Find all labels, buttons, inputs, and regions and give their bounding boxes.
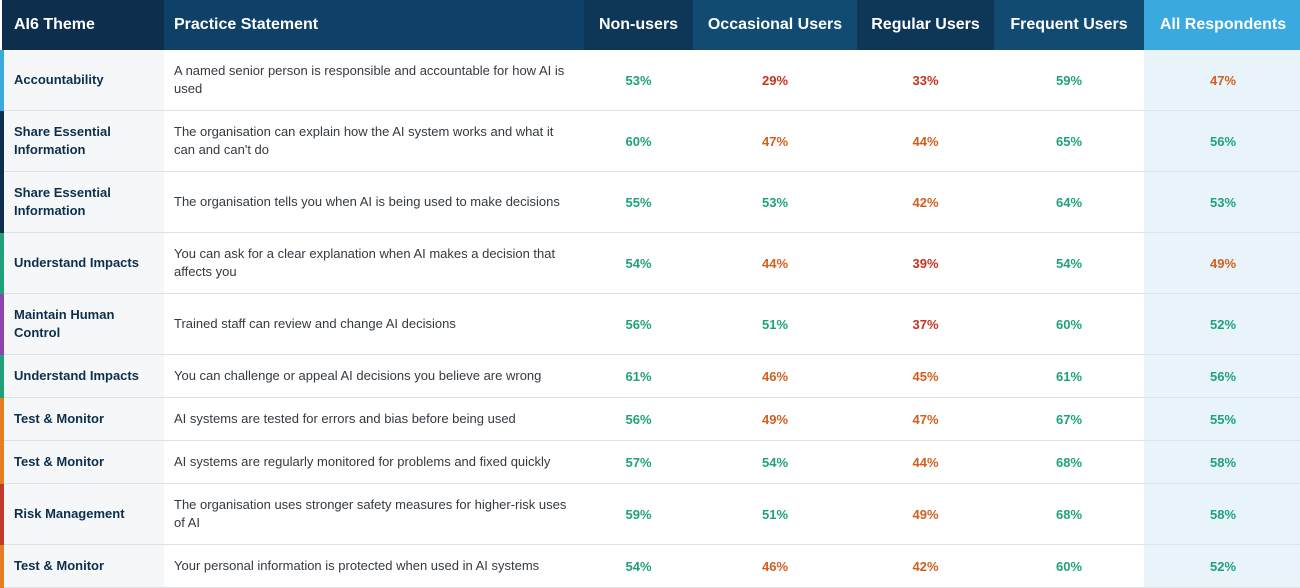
frequent-users-value: 67% <box>994 397 1144 441</box>
all-respondents-value: 52% <box>1144 293 1300 355</box>
frequent-users-value: 61% <box>994 354 1144 398</box>
theme-cell: Share Essential Information <box>0 171 164 233</box>
table-body: Accountability A named senior person is … <box>0 50 1300 588</box>
non-users-value: 54% <box>584 232 693 294</box>
occasional-users-value: 51% <box>693 293 857 355</box>
non-users-value: 55% <box>584 171 693 233</box>
regular-users-value: 42% <box>857 544 994 588</box>
non-users-value: 53% <box>584 50 693 111</box>
regular-users-value: 42% <box>857 171 994 233</box>
table-row: Maintain Human Control Trained staff can… <box>0 293 1300 355</box>
frequent-users-value: 68% <box>994 483 1144 545</box>
table-row: Share Essential Information The organisa… <box>0 171 1300 233</box>
statement-cell: Trained staff can review and change AI d… <box>164 293 584 355</box>
theme-cell: Accountability <box>0 50 164 111</box>
non-users-value: 56% <box>584 397 693 441</box>
theme-cell: Risk Management <box>0 483 164 545</box>
regular-users-value: 49% <box>857 483 994 545</box>
table-row: Test & Monitor Your personal information… <box>0 544 1300 588</box>
non-users-value: 57% <box>584 440 693 484</box>
all-respondents-value: 56% <box>1144 354 1300 398</box>
table-header: AI6 Theme Practice Statement Non-users O… <box>2 0 1300 50</box>
occasional-users-value: 49% <box>693 397 857 441</box>
header-occasional-users: Occasional Users <box>693 0 857 50</box>
regular-users-value: 47% <box>857 397 994 441</box>
non-users-value: 61% <box>584 354 693 398</box>
all-respondents-value: 56% <box>1144 110 1300 172</box>
occasional-users-value: 46% <box>693 544 857 588</box>
regular-users-value: 37% <box>857 293 994 355</box>
statement-cell: You can challenge or appeal AI decisions… <box>164 354 584 398</box>
table-row: Test & Monitor AI systems are tested for… <box>0 397 1300 441</box>
statement-cell: You can ask for a clear explanation when… <box>164 232 584 294</box>
header-row: AI6 Theme Practice Statement Non-users O… <box>2 0 1300 50</box>
theme-cell: Understand Impacts <box>0 232 164 294</box>
statement-cell: The organisation uses stronger safety me… <box>164 483 584 545</box>
header-statement: Practice Statement <box>164 0 584 50</box>
table-row: Share Essential Information The organisa… <box>0 110 1300 172</box>
frequent-users-value: 68% <box>994 440 1144 484</box>
statement-cell: The organisation can explain how the AI … <box>164 110 584 172</box>
regular-users-value: 44% <box>857 440 994 484</box>
header-all-respondents: All Respondents <box>1144 0 1300 50</box>
regular-users-value: 45% <box>857 354 994 398</box>
theme-cell: Test & Monitor <box>0 397 164 441</box>
frequent-users-value: 64% <box>994 171 1144 233</box>
occasional-users-value: 54% <box>693 440 857 484</box>
occasional-users-value: 46% <box>693 354 857 398</box>
non-users-value: 54% <box>584 544 693 588</box>
header-non-users: Non-users <box>584 0 693 50</box>
table-row: Accountability A named senior person is … <box>0 50 1300 111</box>
frequent-users-value: 65% <box>994 110 1144 172</box>
regular-users-value: 39% <box>857 232 994 294</box>
non-users-value: 56% <box>584 293 693 355</box>
occasional-users-value: 47% <box>693 110 857 172</box>
occasional-users-value: 29% <box>693 50 857 111</box>
regular-users-value: 33% <box>857 50 994 111</box>
all-respondents-value: 55% <box>1144 397 1300 441</box>
all-respondents-value: 49% <box>1144 232 1300 294</box>
header-frequent-users: Frequent Users <box>994 0 1144 50</box>
theme-cell: Maintain Human Control <box>0 293 164 355</box>
occasional-users-value: 53% <box>693 171 857 233</box>
all-respondents-value: 53% <box>1144 171 1300 233</box>
frequent-users-value: 60% <box>994 544 1144 588</box>
theme-cell: Share Essential Information <box>0 110 164 172</box>
statement-cell: AI systems are regularly monitored for p… <box>164 440 584 484</box>
regular-users-value: 44% <box>857 110 994 172</box>
statement-cell: A named senior person is responsible and… <box>164 50 584 111</box>
table-row: Test & Monitor AI systems are regularly … <box>0 440 1300 484</box>
all-respondents-value: 58% <box>1144 483 1300 545</box>
table-row: Risk Management The organisation uses st… <box>0 483 1300 545</box>
header-theme: AI6 Theme <box>2 0 164 50</box>
theme-cell: Test & Monitor <box>0 544 164 588</box>
statement-cell: The organisation tells you when AI is be… <box>164 171 584 233</box>
non-users-value: 60% <box>584 110 693 172</box>
occasional-users-value: 51% <box>693 483 857 545</box>
statement-cell: Your personal information is protected w… <box>164 544 584 588</box>
all-respondents-value: 52% <box>1144 544 1300 588</box>
frequent-users-value: 54% <box>994 232 1144 294</box>
theme-cell: Understand Impacts <box>0 354 164 398</box>
occasional-users-value: 44% <box>693 232 857 294</box>
header-regular-users: Regular Users <box>857 0 994 50</box>
table-row: Understand Impacts You can ask for a cle… <box>0 232 1300 294</box>
frequent-users-value: 60% <box>994 293 1144 355</box>
statement-cell: AI systems are tested for errors and bia… <box>164 397 584 441</box>
all-respondents-value: 47% <box>1144 50 1300 111</box>
theme-cell: Test & Monitor <box>0 440 164 484</box>
frequent-users-value: 59% <box>994 50 1144 111</box>
non-users-value: 59% <box>584 483 693 545</box>
all-respondents-value: 58% <box>1144 440 1300 484</box>
table-row: Understand Impacts You can challenge or … <box>0 354 1300 398</box>
